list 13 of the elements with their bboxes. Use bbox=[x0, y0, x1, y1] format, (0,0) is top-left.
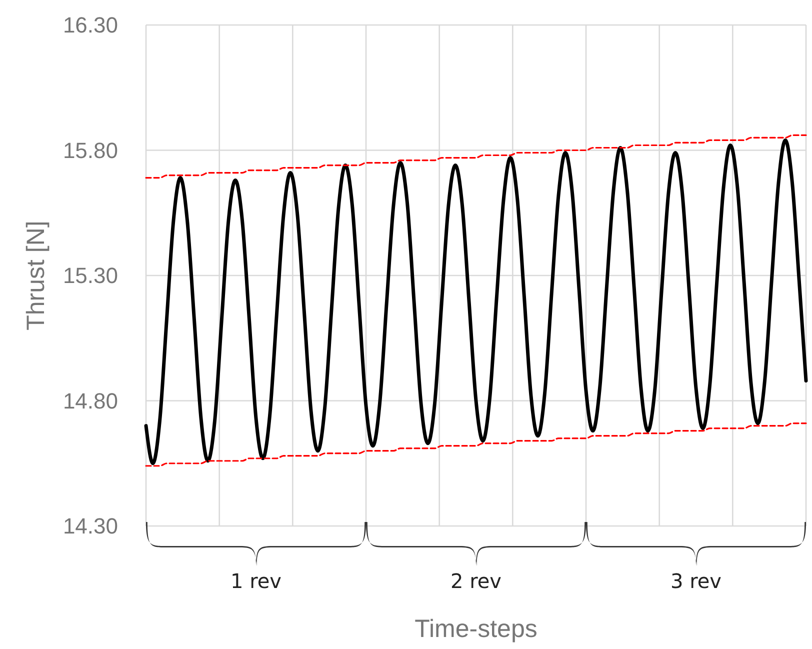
y-tick-label: 15.30 bbox=[62, 263, 118, 288]
line-series bbox=[145, 422, 807, 467]
text: 2 rev bbox=[450, 569, 502, 593]
x-axis-title: Time-steps bbox=[414, 615, 538, 643]
y-tick-label: 15.80 bbox=[62, 138, 118, 163]
text: 3 rev bbox=[670, 569, 722, 593]
line-series bbox=[145, 134, 807, 179]
line-series bbox=[144, 138, 808, 466]
y-tick-label: 14.80 bbox=[62, 388, 118, 414]
y-tick-label: 16.30 bbox=[62, 12, 118, 38]
y-axis-title: Thrust [N] bbox=[22, 220, 50, 330]
y-tick-label: 14.30 bbox=[62, 514, 118, 539]
text: 1 rev bbox=[230, 569, 282, 593]
